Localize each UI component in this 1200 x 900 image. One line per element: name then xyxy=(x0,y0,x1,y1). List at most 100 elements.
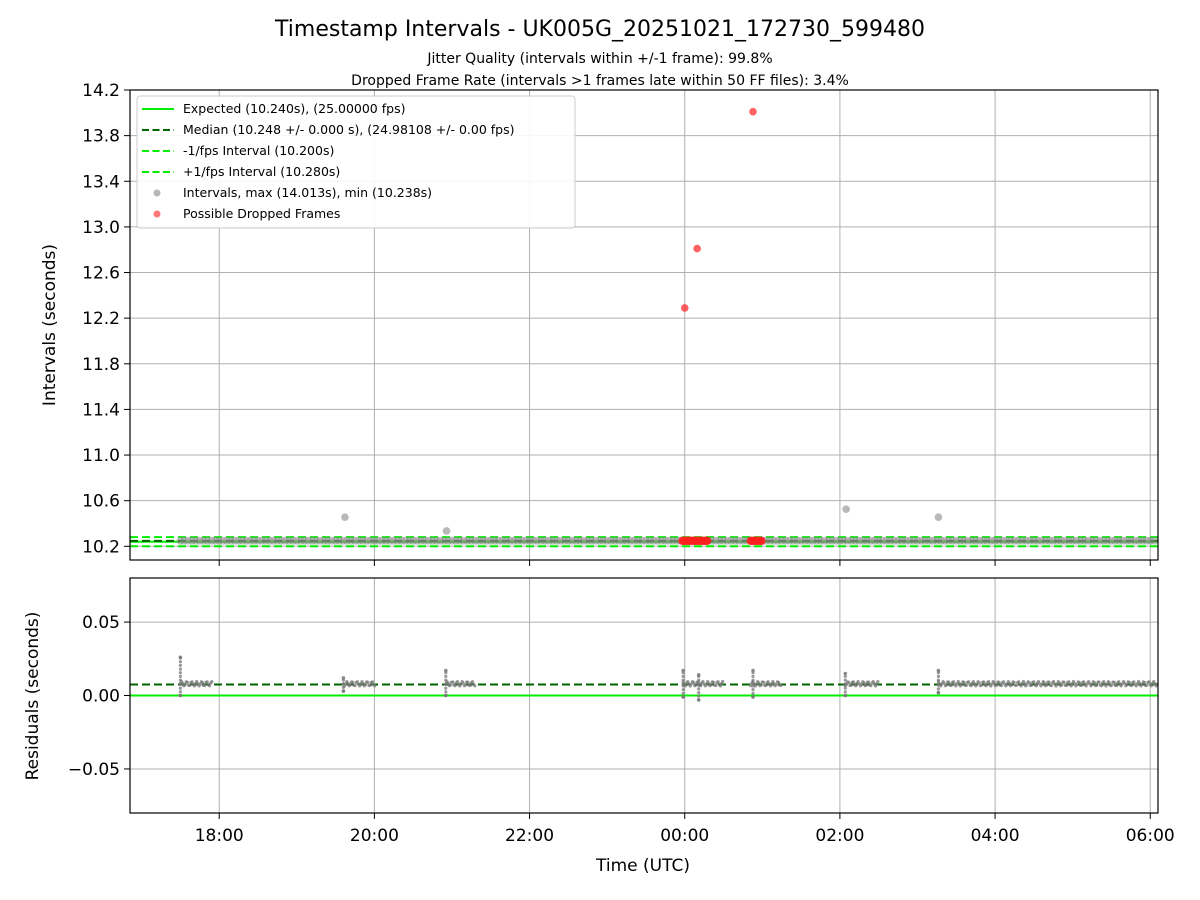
dropped-frame-point xyxy=(749,107,757,116)
jitter-quality-subtitle: Jitter Quality (intervals within +/-1 fr… xyxy=(426,51,772,67)
residual-point xyxy=(1123,681,1127,685)
residual-spike-point xyxy=(697,687,701,691)
residual-spike-point xyxy=(936,678,941,682)
residual-point xyxy=(871,680,875,684)
dropped-frame-point xyxy=(693,244,701,253)
residual-point xyxy=(979,683,984,687)
residual-point xyxy=(1127,680,1131,685)
residual-point xyxy=(692,681,696,685)
residual-spike-point xyxy=(178,690,182,694)
residual-spike-point xyxy=(843,674,847,679)
residual-spike-point xyxy=(843,693,848,698)
residual-point xyxy=(1149,684,1153,688)
residual-spike-point xyxy=(444,668,448,673)
residual-point xyxy=(1017,680,1021,684)
residual-point xyxy=(1060,683,1064,687)
residual-point xyxy=(975,682,979,686)
residual-point xyxy=(1145,683,1149,687)
residual-point xyxy=(370,680,375,684)
residual-point xyxy=(351,680,355,684)
residual-point xyxy=(1112,680,1116,684)
residual-point xyxy=(1032,680,1036,684)
residual-point xyxy=(468,684,472,688)
residual-spike-point xyxy=(936,674,941,679)
intervals-y-tick-label: 12.2 xyxy=(82,309,120,329)
residual-point xyxy=(1107,681,1112,685)
intervals-y-tick-label: 10.2 xyxy=(82,537,120,557)
residual-spike-point xyxy=(341,685,345,690)
residual-point xyxy=(694,683,698,687)
residual-spike-point xyxy=(444,693,448,698)
residual-spike-point xyxy=(936,687,941,691)
residual-point xyxy=(1042,681,1046,685)
residual-point xyxy=(689,682,693,686)
residual-point xyxy=(997,680,1001,684)
residual-point xyxy=(366,680,370,685)
residual-point xyxy=(1029,683,1034,687)
residual-spike-point xyxy=(696,698,701,702)
intervals-y-tick-label: 13.4 xyxy=(82,172,120,192)
residual-spike-point xyxy=(444,674,448,679)
residual-point xyxy=(1047,680,1051,684)
residual-spike-point xyxy=(341,689,346,693)
residual-spike-point xyxy=(751,684,755,688)
legend-box xyxy=(136,95,576,229)
intervals-y-tick-label: 13.8 xyxy=(82,127,120,147)
residual-spike-point xyxy=(178,686,182,690)
residual-point xyxy=(1090,682,1094,686)
residual-point xyxy=(198,682,202,687)
residual-point xyxy=(1110,683,1114,687)
residual-point xyxy=(772,681,776,685)
residual-point xyxy=(942,681,946,685)
residual-point xyxy=(721,679,725,684)
residual-point xyxy=(986,680,991,684)
residual-point xyxy=(707,681,711,685)
intervals-y-tick-label: 11.0 xyxy=(82,446,120,466)
legend-plus-fps-label: +1/fps Interval (10.280s) xyxy=(183,164,340,179)
interval-outlier-point xyxy=(442,527,451,535)
residual-point xyxy=(711,680,716,684)
residual-point xyxy=(453,684,457,688)
residual-point xyxy=(1132,680,1136,684)
intervals-plot-frame xyxy=(129,89,1159,561)
legend-intervals-label: Intervals, max (14.013s), min (10.238s) xyxy=(183,185,432,200)
residual-spike-point xyxy=(178,660,182,664)
intervals-ticks: 10.2 10.6 11.0 11.4 11.8 12.2 12.6 13.0 13.4 13.8… xyxy=(82,81,1151,566)
residual-point xyxy=(999,684,1003,688)
residual-point xyxy=(757,681,761,685)
dropped-frame-point xyxy=(680,304,689,312)
residual-spike-point xyxy=(751,691,755,695)
residual-spike-point xyxy=(697,694,701,698)
residual-point xyxy=(847,681,851,685)
intervals-y-tick-label: 13.0 xyxy=(82,218,120,238)
residuals-ticks: 18:00 20:00 22:00 00:00 02:00 04:00 06:00 −0.05… xyxy=(68,613,1175,846)
legend-median-label: Median (10.248 +/- 0.000 s), (24.98108 +… xyxy=(183,122,514,137)
residual-spike-point xyxy=(681,691,685,695)
residual-point xyxy=(1114,684,1119,688)
residual-spike-point xyxy=(843,678,847,682)
residual-point xyxy=(952,680,956,684)
residual-point xyxy=(1134,684,1138,688)
residual-point xyxy=(203,683,207,687)
residual-point xyxy=(849,683,853,687)
residual-spike-point xyxy=(681,668,685,673)
residual-point xyxy=(1125,683,1129,687)
residual-spike-point xyxy=(843,686,847,690)
x-axis-label: Time (UTC) xyxy=(595,856,690,876)
residual-spike-point xyxy=(178,678,182,682)
dropped-frame-rate-subtitle: Dropped Frame Rate (intervals >1 frames … xyxy=(351,73,849,89)
residual-spike-point xyxy=(936,683,941,687)
intervals-points xyxy=(176,107,1159,545)
x-tick-label: 18:00 xyxy=(195,826,244,846)
residual-spike-point xyxy=(751,695,755,699)
residual-spike-point xyxy=(697,683,701,687)
residual-point xyxy=(1077,680,1081,685)
residual-spike-point xyxy=(697,678,701,682)
residual-point xyxy=(876,680,880,684)
residual-point xyxy=(207,684,212,688)
residual-point xyxy=(185,680,189,685)
residual-point xyxy=(1002,680,1006,684)
residual-point xyxy=(346,681,350,685)
residual-point xyxy=(964,683,969,687)
residual-point xyxy=(960,682,964,687)
